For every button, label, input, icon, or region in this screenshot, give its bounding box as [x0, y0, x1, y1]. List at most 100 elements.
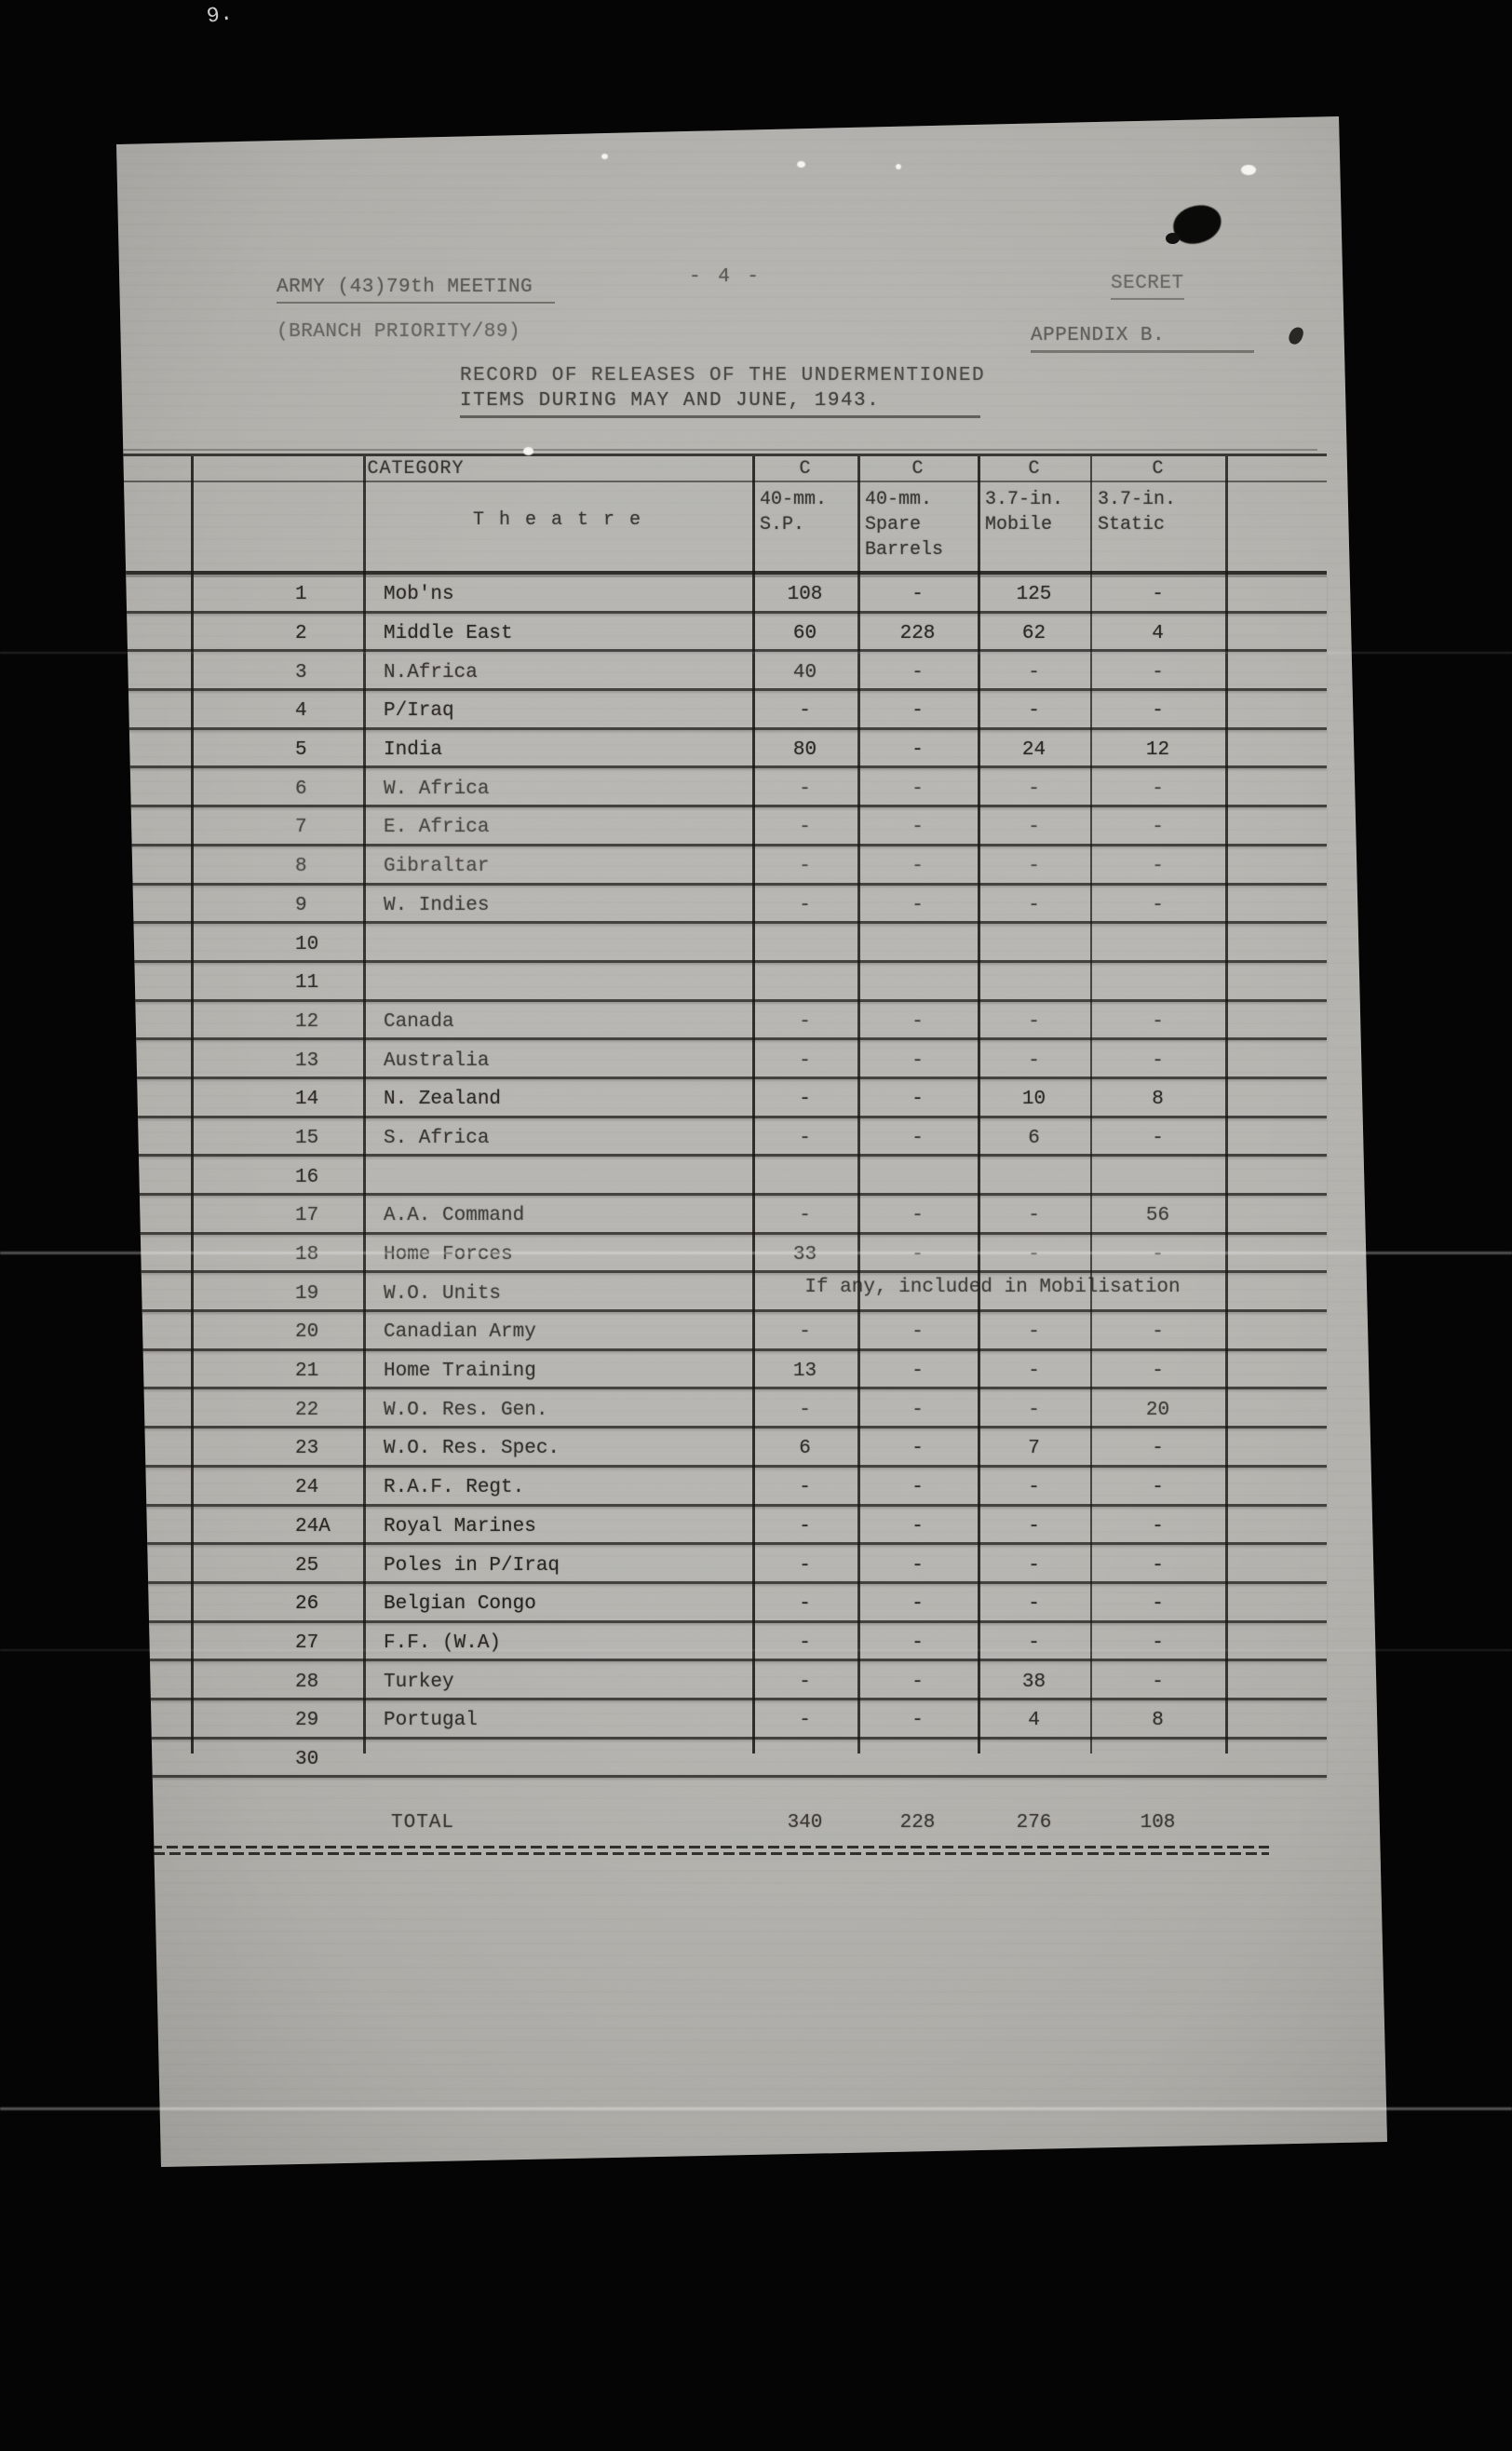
value-37-static: 20 [1145, 1399, 1170, 1421]
value-37-static: - [1152, 1438, 1164, 1460]
value-40mm-spare: - [911, 1593, 924, 1616]
value-37-mobile: - [1028, 1049, 1040, 1072]
value-40mm-sp: - [799, 894, 811, 916]
table-row: 4 P/Iraq - - - - [117, 691, 1327, 730]
value-40mm-spare: - [911, 1127, 924, 1149]
value-40mm-sp: 40 [792, 661, 817, 684]
table-row: 24A Royal Marines - - - - [117, 1507, 1327, 1546]
theatre-name: E. Africa [384, 817, 490, 839]
total-value: 108 [1140, 1811, 1176, 1834]
row-number: 8 [295, 856, 307, 878]
value-40mm-spare: - [911, 1710, 924, 1732]
theatre-name: Gibraltar [384, 856, 490, 878]
paper-speck [523, 447, 533, 455]
value-40mm-spare: - [911, 1321, 924, 1344]
value-37-mobile: - [1028, 1515, 1040, 1537]
row-number: 30 [295, 1748, 319, 1770]
table-body: 1 Mob'ns 108 - 125 - 2 Middle East 60 22… [117, 575, 1327, 1779]
value-37-static: - [1152, 894, 1164, 916]
table-row: 1 Mob'ns 108 - 125 - [117, 575, 1327, 614]
row-number: 29 [295, 1710, 319, 1732]
table-row: 10 [117, 924, 1327, 963]
category-header: CATEGORY [367, 457, 465, 480]
column-header-40mm-spare: 40-mm. Spare Barrels [865, 489, 944, 561]
table-row: 17 A.A. Command - - - 56 [117, 1196, 1327, 1235]
theatre-name: Poles in P/Iraq [384, 1554, 560, 1577]
row-note: If any, included in Mobilisation [804, 1277, 1181, 1299]
value-40mm-spare [857, 1172, 978, 1177]
value-37-mobile: - [1028, 700, 1040, 723]
class-header: C [1152, 457, 1164, 480]
row-number: 15 [295, 1127, 319, 1149]
row-number: 17 [295, 1205, 319, 1227]
theatre-name: Belgian Congo [384, 1593, 536, 1616]
title-line-2: ITEMS DURING MAY AND JUNE, 1943. [460, 390, 981, 418]
appendix-label: APPENDIX B. [1031, 325, 1255, 353]
table-row: 23 W.O. Res. Spec. 6 - 7 - [117, 1429, 1327, 1468]
value-40mm-spare: - [911, 1049, 924, 1072]
value-40mm-spare: - [911, 1632, 924, 1654]
theatre-name: W. Africa [384, 778, 490, 800]
value-37-static: - [1152, 1671, 1164, 1693]
row-number: 20 [295, 1321, 319, 1344]
row-number: 1 [295, 584, 307, 606]
value-40mm-sp: - [799, 1593, 811, 1616]
table-row: 27 F.F. (W.A) - - - - [117, 1623, 1327, 1662]
theatre-name: Canadian Army [384, 1321, 536, 1344]
table-row: 28 Turkey - - 38 - [117, 1661, 1327, 1700]
page-number: - 4 - [689, 266, 763, 288]
theatre-name: Home Forces [384, 1244, 513, 1266]
table-row: 13 Australia - - - - [117, 1040, 1327, 1079]
value-40mm-sp: - [799, 1399, 811, 1421]
row-number: 9 [295, 894, 307, 916]
table-row: 24 R.A.F. Regt. - - - - [117, 1468, 1327, 1507]
theatre-name [363, 979, 752, 983]
value-37-mobile: - [1028, 1477, 1040, 1499]
value-40mm-spare: - [911, 1010, 924, 1033]
value-40mm-sp: - [799, 817, 811, 839]
theatre-column-header: T h e a t r e [472, 509, 643, 531]
value-37-mobile: 62 [1021, 623, 1046, 645]
total-value: 228 [899, 1811, 936, 1834]
table-row: 21 Home Training 13 - - - [117, 1351, 1327, 1390]
value-40mm-sp: - [799, 1127, 811, 1149]
value-37-mobile: - [1028, 856, 1040, 878]
value-37-static [1090, 1172, 1225, 1177]
row-number: 10 [295, 933, 319, 955]
value-40mm-spare: - [911, 1089, 924, 1111]
value-37-static: - [1152, 584, 1164, 606]
row-number: 24A [295, 1515, 331, 1537]
theatre-name: Turkey [384, 1671, 454, 1693]
value-40mm-sp: 80 [792, 739, 817, 762]
value-37-mobile: - [1028, 817, 1040, 839]
value-40mm-sp: - [799, 1205, 811, 1227]
table-row: 15 S. Africa - - 6 - [117, 1118, 1327, 1158]
value-40mm-sp: - [799, 778, 811, 800]
value-40mm-spare: - [911, 661, 924, 684]
table-row: 14 N. Zealand - - 10 8 [117, 1079, 1327, 1118]
value-37-static: - [1152, 1632, 1164, 1654]
class-header: C [799, 457, 811, 480]
row-number: 27 [295, 1632, 319, 1654]
value-37-static: 56 [1145, 1205, 1170, 1227]
paper-speck [896, 164, 901, 169]
theatre-name [363, 1754, 752, 1759]
value-40mm-spare: - [911, 1438, 924, 1460]
row-number: 28 [295, 1671, 319, 1693]
class-header: C [1028, 457, 1040, 480]
value-37-static: - [1152, 1244, 1164, 1266]
value-40mm-spare: - [911, 1244, 924, 1266]
table-row: 2 Middle East 60 228 62 4 [117, 614, 1327, 653]
value-40mm-spare: - [911, 1399, 924, 1421]
row-number: 2 [295, 623, 307, 645]
theatre-name: W.O. Res. Gen. [384, 1399, 548, 1421]
value-40mm-spare: - [911, 817, 924, 839]
value-40mm-sp [752, 1754, 857, 1759]
value-40mm-sp: - [799, 1049, 811, 1072]
table-row: 8 Gibraltar - - - - [117, 846, 1327, 886]
row-number: 14 [295, 1089, 319, 1111]
theatre-name: Portugal [384, 1710, 478, 1732]
table-row: 18 Home Forces 33 - - - [117, 1235, 1327, 1274]
theatre-name: N. Zealand [384, 1089, 502, 1111]
value-37-static: - [1152, 1010, 1164, 1033]
